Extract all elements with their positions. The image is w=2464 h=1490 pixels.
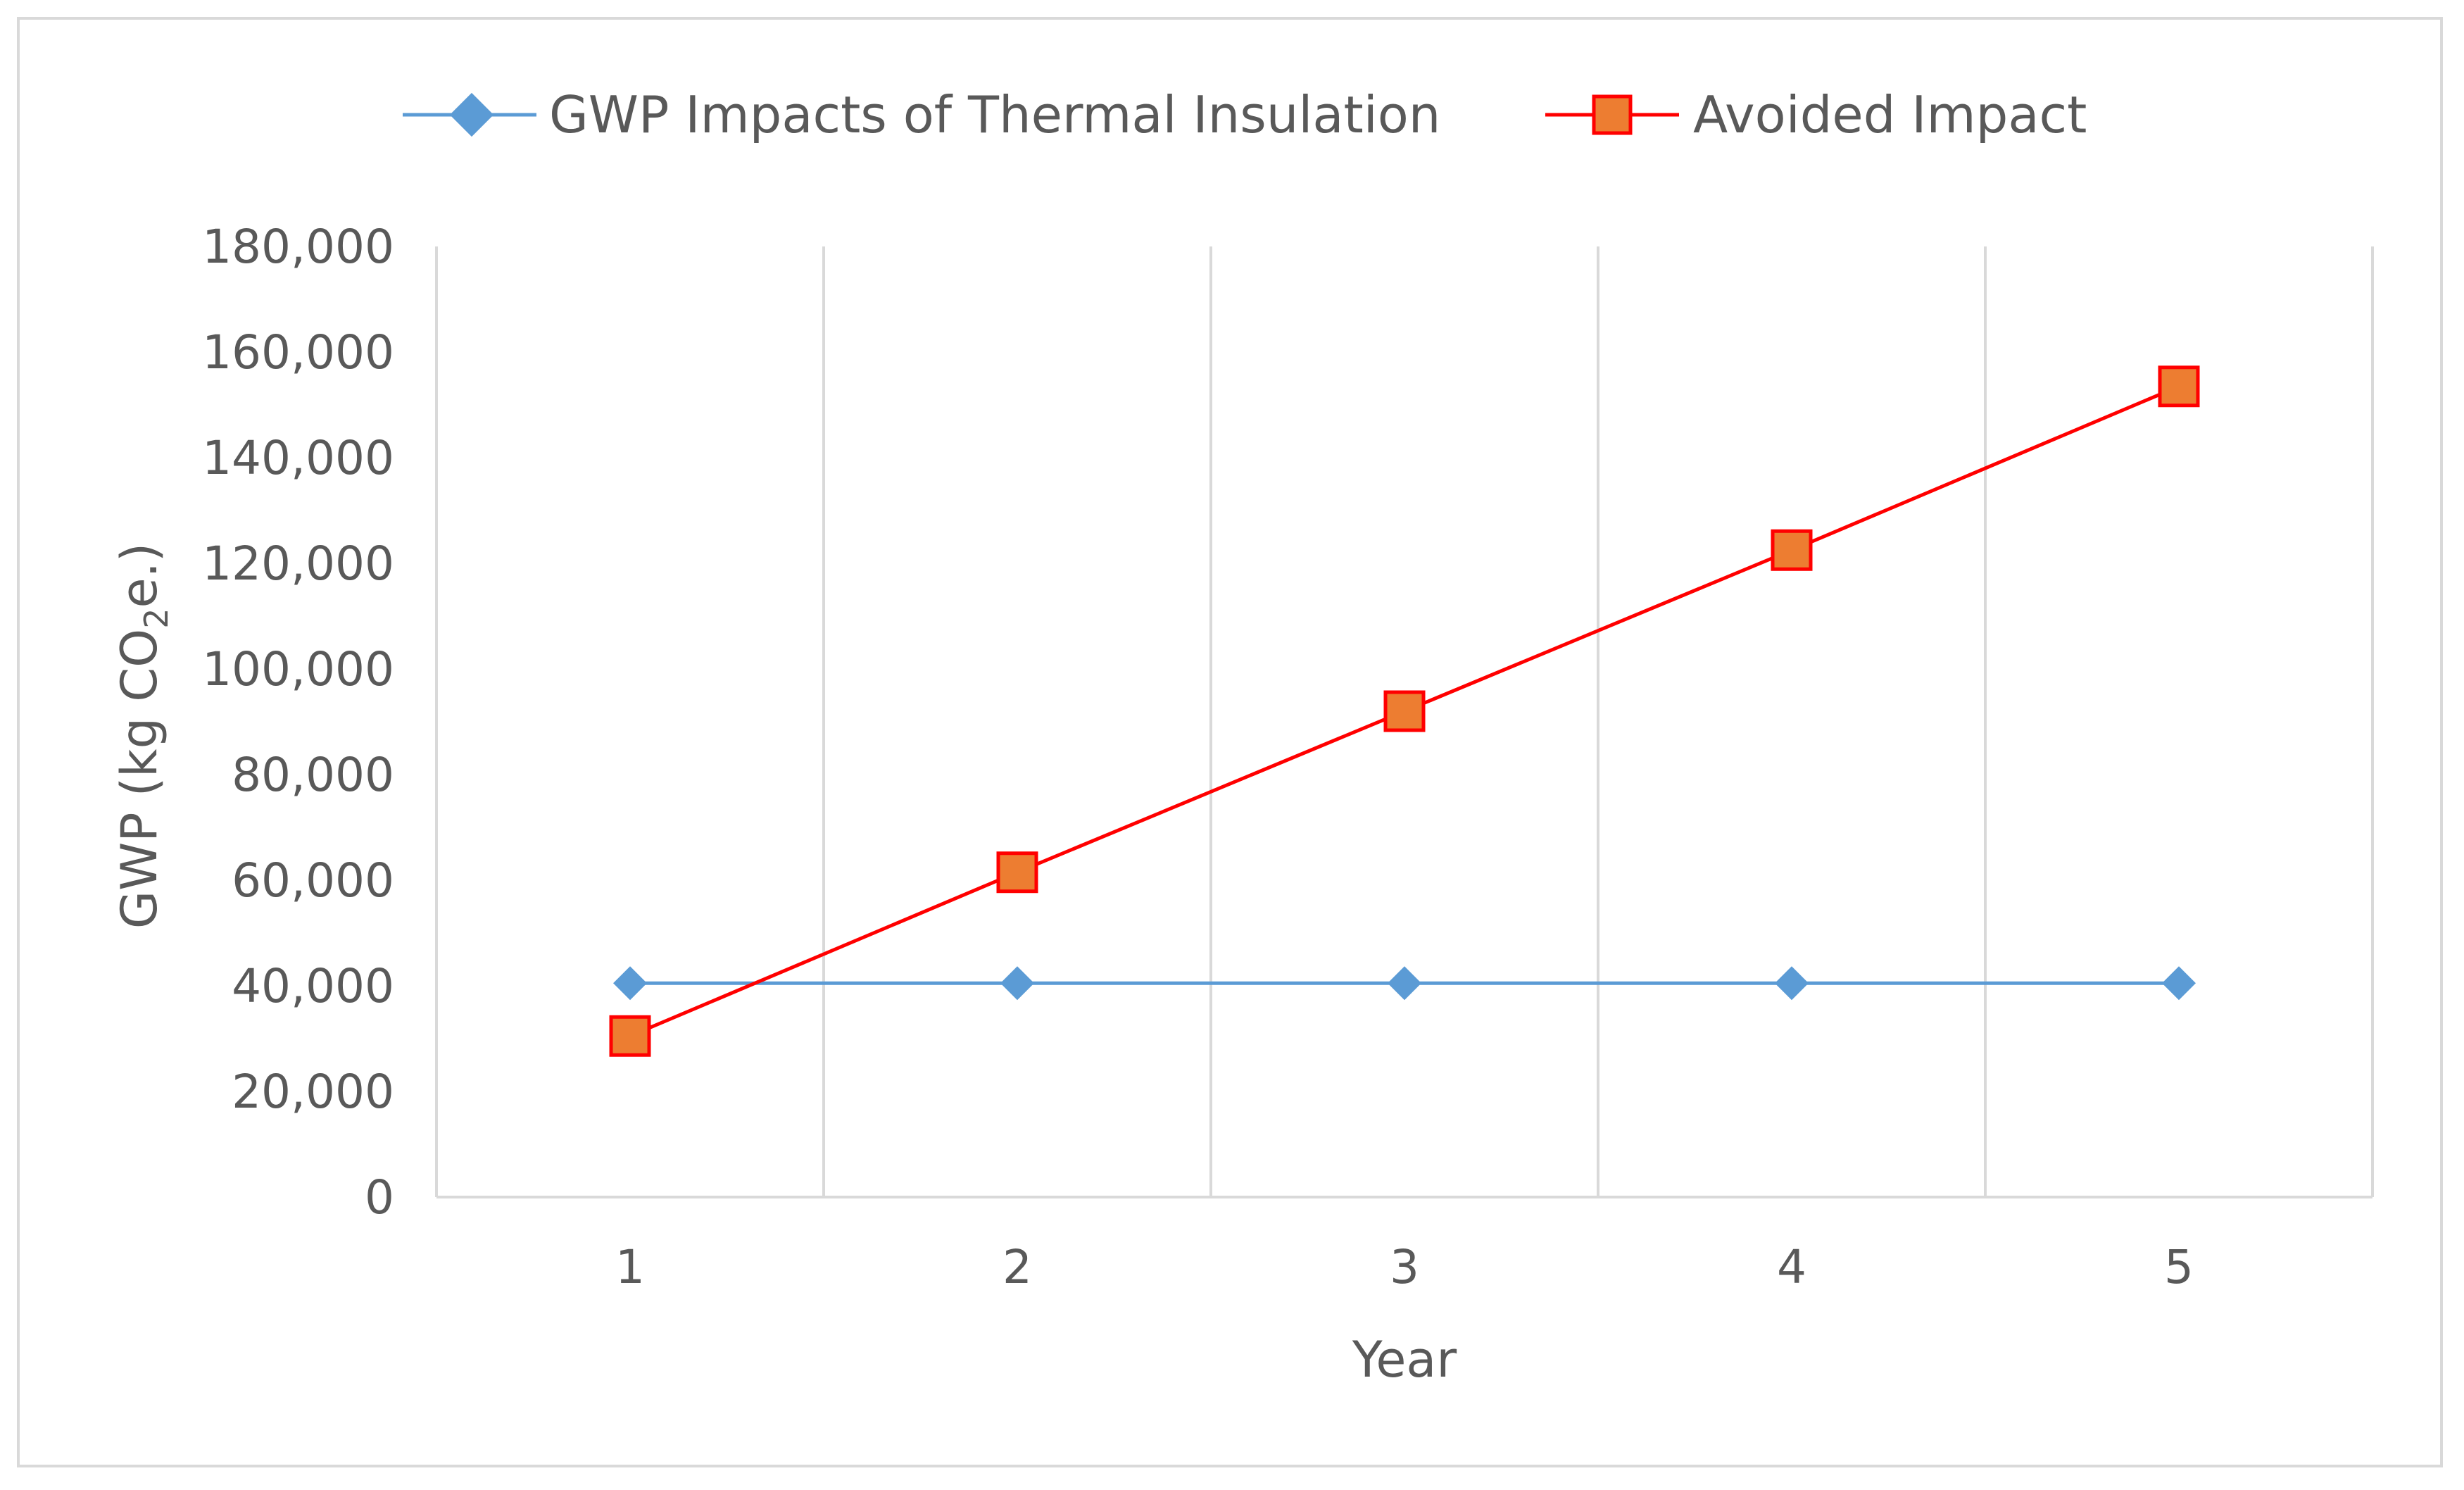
legend-marker-square-icon bbox=[1592, 94, 1633, 135]
y-tick-label: 40,000 bbox=[232, 959, 394, 1013]
data-point-diamond bbox=[1775, 966, 1809, 1001]
legend: GWP Impacts of Thermal Insulation Avoide… bbox=[403, 85, 2087, 144]
x-axis-title: Year bbox=[1352, 1331, 1457, 1389]
series-layer bbox=[609, 365, 2200, 1057]
legend-item-avoided: Avoided Impact bbox=[1545, 85, 2087, 144]
data-point-diamond bbox=[613, 966, 647, 1001]
gridlines bbox=[435, 246, 2374, 1197]
y-axis-title-main: GWP (kg CO bbox=[111, 629, 168, 929]
y-tick-label: 180,000 bbox=[202, 220, 394, 274]
y-tick-label: 0 bbox=[365, 1170, 394, 1225]
y-tick-label: 100,000 bbox=[202, 642, 394, 696]
legend-item-insulation: GWP Impacts of Thermal Insulation bbox=[403, 85, 1440, 144]
x-tick-label: 3 bbox=[1390, 1240, 1419, 1294]
y-tick-label: 120,000 bbox=[202, 537, 394, 591]
data-point-square bbox=[1771, 529, 1813, 571]
x-tick-label: 5 bbox=[2164, 1240, 2194, 1294]
y-axis-title-tail: e.) bbox=[111, 543, 168, 608]
data-point-square bbox=[1383, 690, 1426, 732]
x-tick-label: 1 bbox=[615, 1240, 645, 1294]
legend-marker-diamond-icon bbox=[449, 92, 494, 137]
y-tick-label: 160,000 bbox=[202, 325, 394, 380]
data-point-diamond bbox=[1388, 966, 1421, 1001]
data-point-square bbox=[2158, 365, 2200, 408]
data-point-diamond bbox=[1000, 966, 1034, 1001]
legend-label-insulation: GWP Impacts of Thermal Insulation bbox=[549, 85, 1440, 144]
y-tick-label: 80,000 bbox=[232, 748, 394, 802]
x-tick-labels: 1 2 3 4 5 bbox=[615, 1240, 2194, 1294]
legend-label-avoided: Avoided Impact bbox=[1693, 85, 2087, 144]
y-tick-labels: 0 20,000 40,000 60,000 80,000 100,000 120,000 1… bbox=[202, 220, 394, 1225]
x-tick-label: 2 bbox=[1002, 1240, 1032, 1294]
chart-frame bbox=[17, 17, 2443, 1467]
x-tick-label: 4 bbox=[1777, 1240, 1806, 1294]
data-point-square bbox=[996, 851, 1038, 894]
y-axis-title-subscript: 2 bbox=[137, 608, 175, 628]
y-axis-title: GWP (kg CO2e.) bbox=[111, 543, 175, 929]
data-point-diamond bbox=[2162, 966, 2196, 1001]
y-tick-label: 140,000 bbox=[202, 431, 394, 485]
y-tick-label: 20,000 bbox=[232, 1065, 394, 1119]
data-point-square bbox=[609, 1015, 651, 1057]
y-tick-label: 60,000 bbox=[232, 853, 394, 908]
